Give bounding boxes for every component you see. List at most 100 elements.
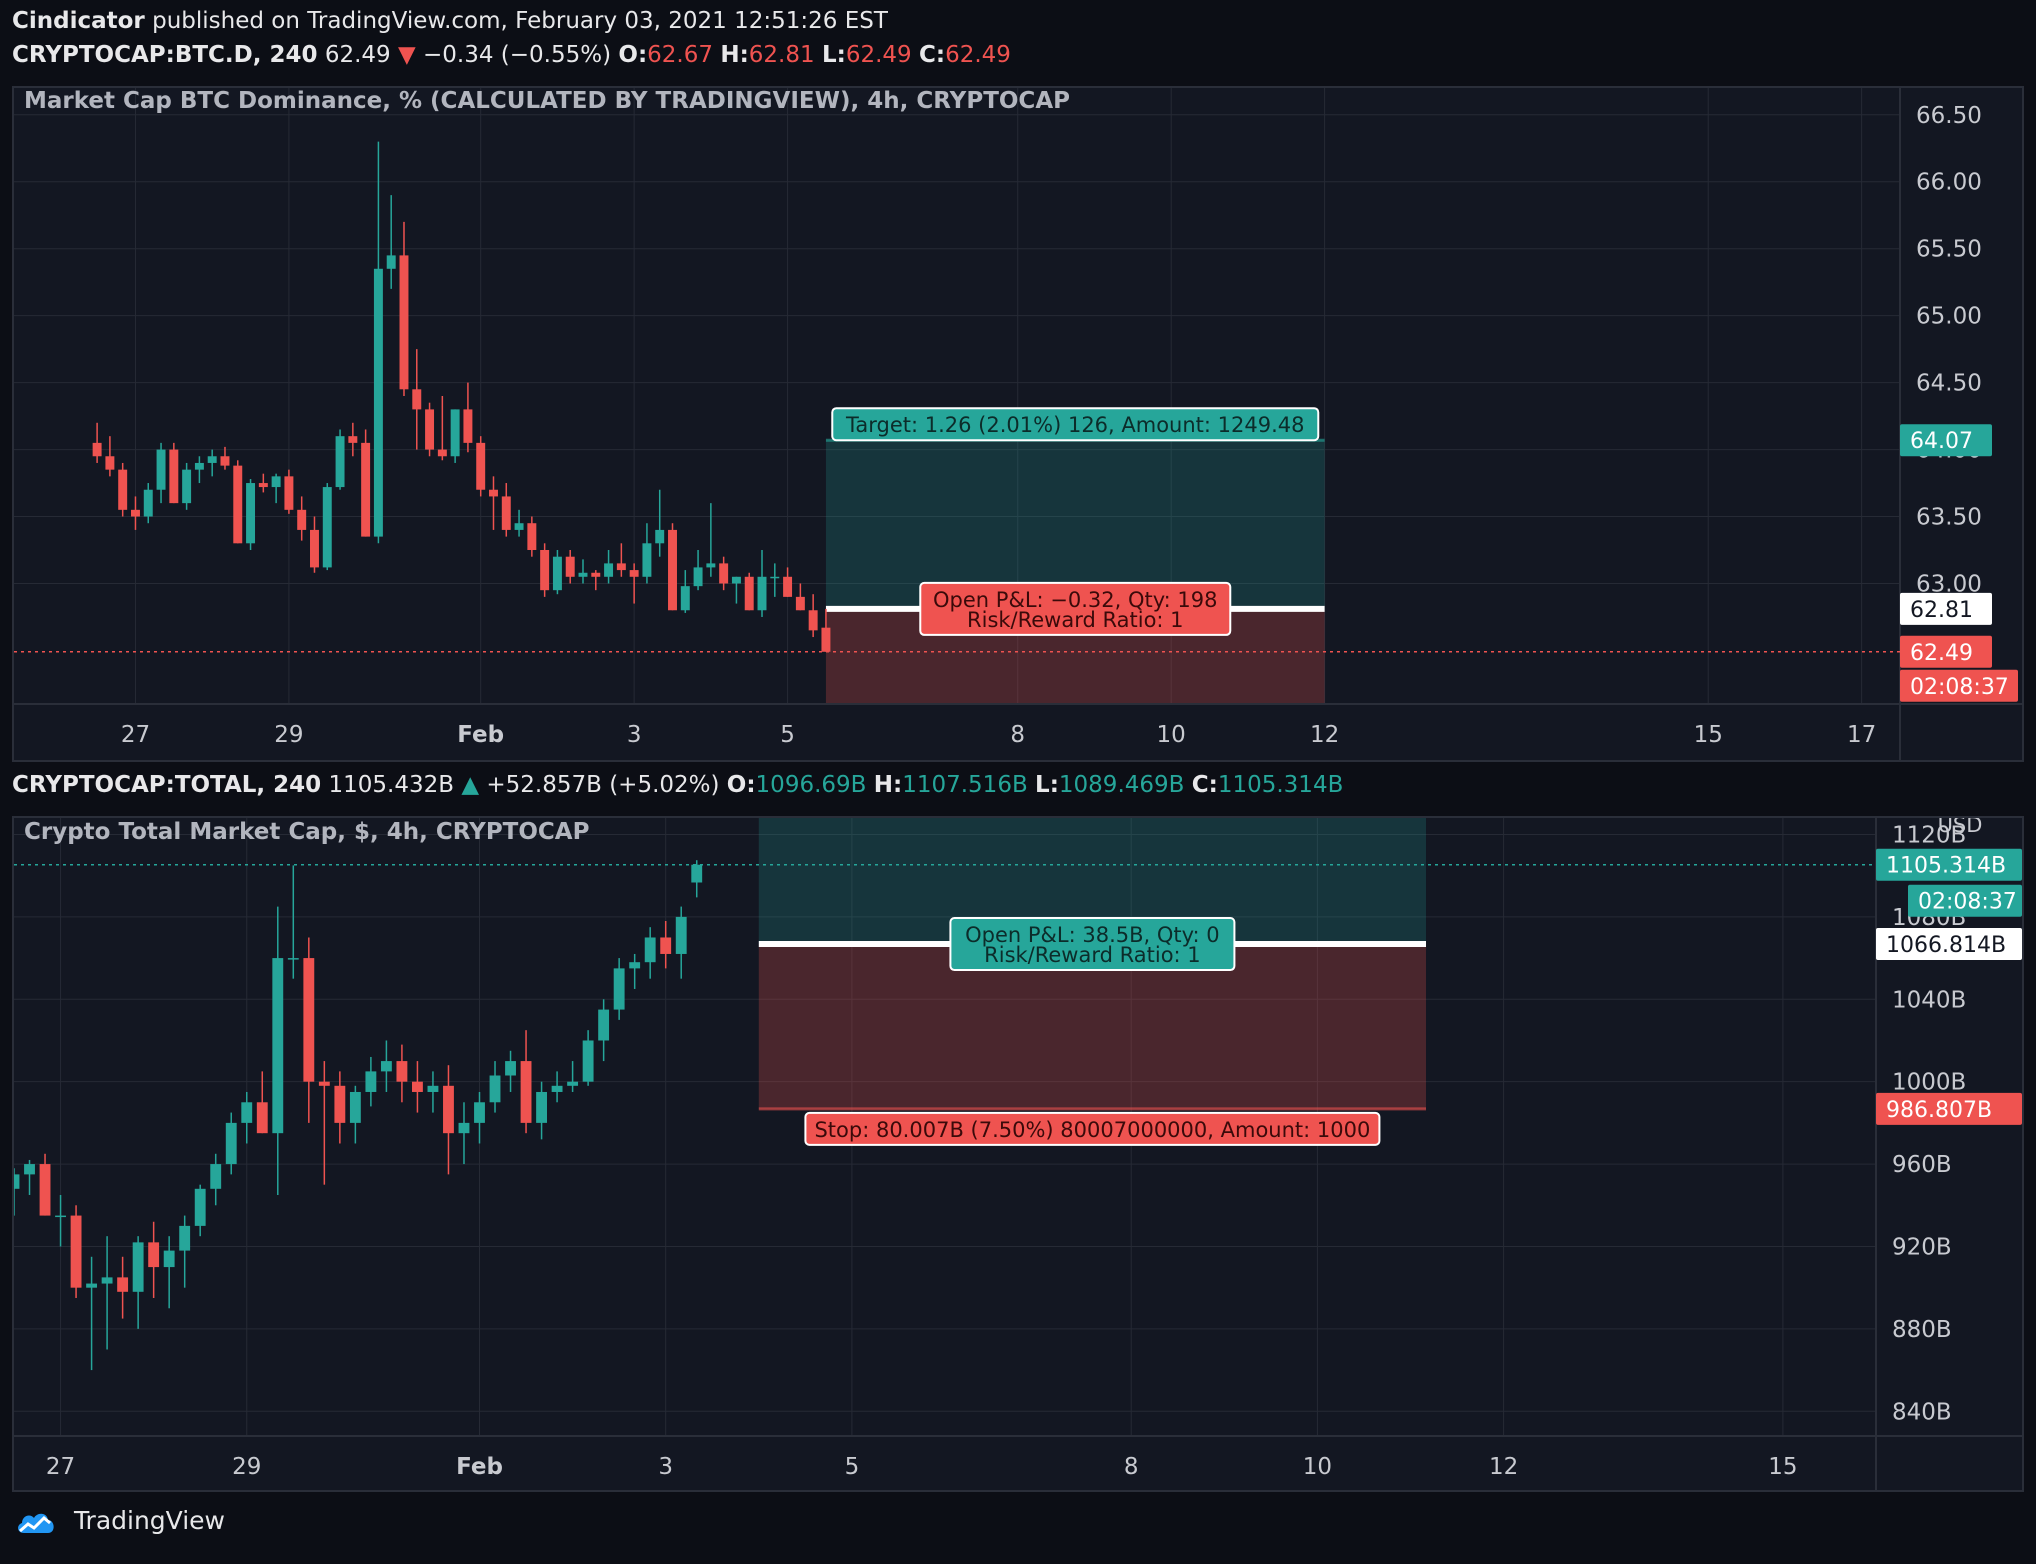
price-tick-label: 1040B	[1892, 987, 1966, 1013]
time-tick-label: 15	[1694, 722, 1723, 748]
countdown-tag: 02:08:37	[1910, 675, 2009, 700]
candle-body	[101, 1277, 113, 1284]
total-l-label: L:	[1035, 772, 1059, 798]
candle-body	[613, 968, 625, 1010]
time-tick-label: 3	[658, 1454, 673, 1480]
candle-body	[551, 1085, 563, 1092]
candle-body	[39, 1164, 51, 1216]
candle-body	[318, 1081, 330, 1086]
candle-body	[130, 509, 140, 517]
candle-body	[808, 610, 818, 631]
candle-body	[156, 449, 166, 490]
target-price-tag-bg	[1900, 424, 1992, 457]
price-tick-label: 880B	[1892, 1317, 1952, 1343]
candle-body	[365, 1071, 377, 1092]
candle-body	[536, 1091, 547, 1123]
candle-body	[117, 1277, 129, 1292]
candle-body	[642, 543, 652, 577]
candle-body	[233, 465, 243, 544]
price-tick-label: 65.00	[1916, 304, 1982, 330]
candle-body	[179, 1225, 191, 1251]
candle-body	[629, 570, 639, 577]
time-tick-label: Feb	[457, 722, 504, 748]
countdown-tag-bg	[1900, 669, 2018, 702]
entry-price-tag: 62.81	[1910, 598, 1973, 623]
total-legend: CRYPTOCAP:TOTAL, 240 1105.432B ▲ +52.857…	[12, 772, 1343, 798]
candle-body	[386, 255, 396, 269]
time-tick-label: 3	[627, 722, 642, 748]
total-change: +52.857B (+5.02%)	[486, 772, 720, 798]
total-chart-panel[interactable]: Crypto Total Market Cap, $, 4h, CRYPTOCA…	[12, 816, 2024, 1492]
total-symbol[interactable]: CRYPTOCAP:TOTAL, 240	[12, 772, 322, 798]
candle-body	[349, 1091, 361, 1123]
btcd-h-label: H:	[720, 42, 749, 68]
candle-body	[220, 456, 230, 466]
candle-body	[241, 1102, 253, 1123]
candle-body	[396, 1061, 408, 1082]
total-o-label: O:	[726, 772, 756, 798]
btcd-c-label: C:	[918, 42, 946, 68]
publish-line: Cindicator published on TradingView.com,…	[12, 8, 888, 34]
time-tick-label: 15	[1768, 1454, 1797, 1480]
published-text: published on TradingView.com, February 0…	[152, 8, 888, 34]
countdown-tag-bg	[1908, 884, 2022, 917]
btcd-chart[interactable]: Market Cap BTC Dominance, % (CALCULATED …	[14, 88, 2022, 760]
candle-body	[348, 436, 358, 443]
time-tick-label: 10	[1157, 722, 1186, 748]
candle-body	[246, 483, 256, 544]
btcd-chart-panel[interactable]: Market Cap BTC Dominance, % (CALCULATED …	[12, 86, 2024, 762]
candle-body	[680, 586, 690, 611]
time-tick-label: 27	[121, 722, 150, 748]
price-tick-label: 960B	[1892, 1152, 1952, 1178]
target-price-tag: 64.07	[1910, 429, 1973, 454]
total-chart[interactable]: Crypto Total Market Cap, $, 4h, CRYPTOCA…	[14, 818, 2022, 1490]
candle-body	[14, 1174, 20, 1189]
entry-price-tag-bg	[1900, 592, 1992, 625]
candle-body	[310, 529, 319, 568]
candle-body	[92, 442, 102, 457]
price-tick-label: 66.50	[1916, 103, 1982, 129]
candle-body	[565, 556, 575, 577]
candle-body	[105, 456, 115, 470]
time-tick-label: 27	[46, 1454, 75, 1480]
candle-body	[258, 483, 268, 488]
entry-price-tag: 1066.814B	[1886, 933, 2006, 958]
candle-body	[527, 523, 537, 550]
candle-body	[821, 627, 831, 652]
candle-body	[567, 1081, 579, 1086]
candle-body	[194, 462, 204, 470]
btcd-high: 62.81	[748, 42, 815, 68]
candle-body	[303, 958, 315, 1082]
candle-body	[691, 864, 703, 883]
candle-body	[412, 389, 422, 410]
candle-body	[655, 529, 665, 544]
tradingview-cloud-icon	[18, 1513, 54, 1533]
candle-body	[463, 409, 473, 443]
candle-body	[476, 442, 486, 490]
candle-body	[163, 1250, 175, 1268]
btcd-symbol[interactable]: CRYPTOCAP:BTC.D, 240	[12, 42, 318, 68]
candle-body	[118, 469, 128, 510]
candle-body	[578, 572, 588, 577]
candle-body	[501, 496, 511, 530]
candle-body	[693, 567, 703, 587]
candle-body	[675, 916, 687, 954]
tradingview-branding[interactable]: TradingView	[14, 1506, 225, 1537]
candle-body	[380, 1061, 392, 1072]
last-price-tag-bg	[1900, 635, 1992, 668]
price-tick-label: 840B	[1892, 1399, 1952, 1425]
candle-body	[297, 509, 307, 530]
time-tick-label: 12	[1310, 722, 1339, 748]
chart-title: Market Cap BTC Dominance, % (CALCULATED …	[24, 88, 1070, 114]
candle-body	[284, 476, 294, 510]
candle-body	[489, 1075, 501, 1103]
total-last: 1105.432B	[328, 772, 455, 798]
pnl-label-text: Risk/Reward Ratio: 1	[984, 943, 1201, 967]
candle-body	[412, 1081, 423, 1092]
candle-body	[182, 469, 192, 504]
candle-body	[591, 572, 601, 577]
entry-price-tag-bg	[1876, 928, 2022, 961]
time-tick-label: 5	[780, 722, 795, 748]
candle-body	[489, 489, 498, 497]
candle-body	[169, 449, 179, 504]
